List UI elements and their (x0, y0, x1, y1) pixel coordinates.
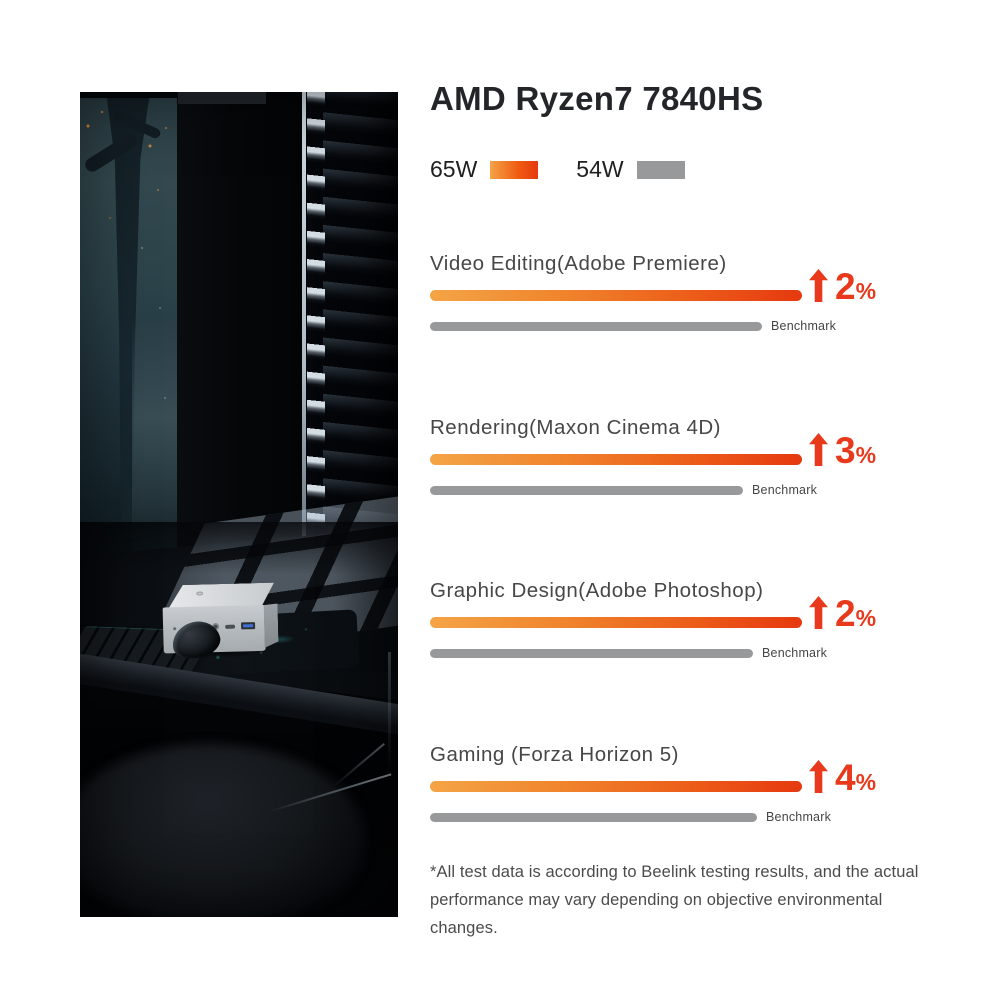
delta-unit: % (855, 769, 877, 795)
bar-54w (430, 812, 757, 822)
up-arrow-icon (809, 433, 828, 466)
benchmark-row-graphic-design: Graphic Design(Adobe Photoshop) 2 % Benc… (430, 579, 960, 660)
bar-65w (430, 454, 802, 465)
benchmark-bar-label: Benchmark (771, 319, 837, 333)
footnote-line-2: performance may vary depending on object… (430, 891, 883, 937)
power-button (196, 591, 203, 595)
chair-silhouette (80, 744, 364, 917)
light-streak (388, 652, 391, 772)
delta-indicator: 3 % (809, 430, 877, 471)
up-arrow-icon (809, 269, 828, 302)
footnote-line-1: *All test data is according to Beelink t… (430, 863, 919, 881)
delta-unit: % (855, 605, 877, 631)
benchmark-row-video-editing: Video Editing(Adobe Premiere) 2 % Benchm… (430, 252, 960, 333)
blinds-light-edges (307, 92, 325, 637)
page-title: AMD Ryzen7 7840HS (430, 80, 764, 117)
forest-window-view (80, 98, 177, 568)
benchmark-bar-row: Benchmark (430, 810, 960, 824)
bar-54w (430, 648, 753, 658)
delta-value: 2 (835, 266, 856, 307)
delta-indicator: 2 % (809, 593, 877, 634)
delta-unit: % (855, 278, 877, 304)
bar-65w-track: 4 % (430, 759, 960, 796)
bar-65w-track: 2 % (430, 595, 960, 632)
bar-65w-track: 3 % (430, 432, 960, 469)
benchmark-category-label: Video Editing(Adobe Premiere) (430, 252, 727, 275)
legend-swatch-54w-icon (636, 160, 685, 179)
bar-54w (430, 485, 743, 495)
bar-65w (430, 781, 802, 792)
benchmark-bar-label: Benchmark (762, 646, 828, 660)
benchmark-bar-row: Benchmark (430, 319, 960, 333)
delta-unit: % (855, 442, 877, 468)
benchmark-panel: AMD Ryzen7 7840HS 65W 54W Video Editing(… (430, 80, 960, 940)
delta-value: 3 (835, 430, 856, 471)
benchmark-row-rendering: Rendering(Maxon Cinema 4D) 3 % Benchmark (430, 416, 960, 497)
bar-65w (430, 290, 802, 301)
legend-swatch-65w-icon (490, 160, 539, 179)
led-icon (173, 627, 177, 631)
benchmark-category-label: Gaming (Forza Horizon 5) (430, 743, 679, 766)
delta-value: 4 (835, 757, 856, 798)
legend-label-65w: 65W (430, 156, 478, 182)
bar-65w (430, 617, 802, 628)
bar-65w-track: 2 % (430, 268, 960, 305)
benchmark-row-gaming: Gaming (Forza Horizon 5) 4 % Benchmark (430, 743, 960, 824)
footnote: *All test data is according to Beelink t… (430, 858, 954, 942)
product-scene-photo (80, 92, 398, 917)
usb-a-port-icon (241, 622, 256, 630)
benchmark-category-label: Rendering(Maxon Cinema 4D) (430, 416, 722, 439)
benchmark-bar-row: Benchmark (430, 646, 960, 660)
mini-pc-side-face (264, 604, 279, 648)
delta-indicator: 2 % (809, 266, 877, 307)
benchmark-bar-row: Benchmark (430, 483, 960, 497)
legend: 65W 54W (430, 156, 685, 183)
bar-54w (430, 321, 762, 331)
blinds-frame-highlight (302, 92, 306, 648)
window-lintel (178, 92, 266, 104)
up-arrow-icon (809, 596, 828, 629)
delta-indicator: 4 % (809, 757, 877, 798)
benchmark-category-label: Graphic Design(Adobe Photoshop) (430, 579, 764, 602)
benchmark-bar-label: Benchmark (766, 810, 832, 824)
delta-value: 2 (835, 593, 856, 634)
legend-label-54w: 54W (576, 156, 624, 182)
benchmark-bar-label: Benchmark (752, 483, 818, 497)
usb-c-port-icon (225, 624, 236, 629)
usb-a-pin (243, 624, 254, 628)
up-arrow-icon (809, 760, 828, 793)
